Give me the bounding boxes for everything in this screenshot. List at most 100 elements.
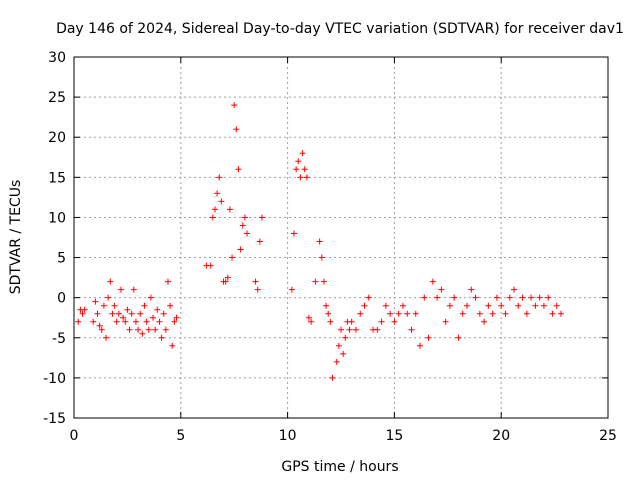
data-point: [233, 126, 240, 133]
data-point: [316, 238, 323, 245]
data-point: [130, 286, 137, 293]
data-point: [361, 302, 368, 309]
data-point: [468, 286, 475, 293]
data-point: [489, 310, 496, 317]
data-point: [103, 334, 110, 341]
data-point: [446, 302, 453, 309]
y-tick-label: 10: [48, 210, 66, 226]
x-tick-label: 5: [176, 428, 185, 444]
data-point: [425, 334, 432, 341]
gridlines: [74, 57, 608, 418]
data-point: [258, 214, 265, 221]
data-point: [382, 302, 389, 309]
data-point: [96, 322, 103, 329]
data-point: [485, 302, 492, 309]
data-point: [338, 326, 344, 333]
data-point: [303, 174, 310, 181]
data-point: [459, 310, 466, 317]
y-tick-label: -5: [52, 331, 66, 347]
data-point: [226, 206, 233, 213]
data-point: [169, 342, 176, 349]
data-point: [154, 306, 161, 313]
data-point: [171, 318, 178, 325]
data-point: [348, 318, 355, 325]
data-point: [288, 286, 295, 293]
data-point: [126, 326, 133, 333]
data-point: [399, 302, 406, 309]
data-point: [540, 302, 547, 309]
data-point: [374, 326, 381, 333]
data-point: [214, 190, 221, 197]
data-point: [100, 302, 107, 309]
data-point: [141, 302, 148, 309]
y-tick-label: 20: [48, 130, 66, 146]
data-point: [404, 310, 411, 317]
data-point: [120, 314, 127, 321]
data-point: [421, 294, 428, 301]
data-point: [333, 358, 340, 365]
data-point: [536, 294, 543, 301]
data-point: [143, 318, 150, 325]
data-point: [464, 302, 471, 309]
data-point: [256, 238, 263, 245]
data-point: [122, 318, 129, 325]
data-point: [442, 318, 449, 325]
data-point: [511, 286, 518, 293]
data-point: [252, 278, 259, 285]
data-point: [346, 326, 353, 333]
data-point: [156, 318, 163, 325]
data-point: [98, 326, 105, 333]
data-point: [222, 278, 229, 285]
data-point: [132, 318, 139, 325]
data-point: [299, 150, 306, 157]
data-point: [115, 310, 122, 317]
data-point: [493, 294, 500, 301]
data-point: [352, 326, 359, 333]
data-point: [124, 306, 131, 313]
data-point: [558, 310, 565, 317]
data-point: [293, 166, 300, 173]
x-tick-label: 10: [279, 428, 297, 444]
data-point: [139, 330, 146, 337]
data-point: [90, 318, 97, 325]
data-point: [498, 302, 505, 309]
data-point: [75, 318, 82, 325]
data-point: [137, 310, 144, 317]
data-point: [111, 302, 118, 309]
data-point: [325, 310, 332, 317]
data-point: [218, 198, 225, 205]
data-point: [329, 374, 336, 381]
data-point: [455, 334, 462, 341]
data-point: [519, 294, 526, 301]
plot-frame: [73, 56, 609, 419]
data-point: [308, 318, 315, 325]
data-point: [117, 286, 124, 293]
data-point: [412, 310, 419, 317]
data-point: [107, 278, 114, 285]
data-point: [523, 310, 530, 317]
x-tick-label: 25: [599, 428, 617, 444]
data-point: [229, 254, 236, 261]
data-point: [305, 314, 312, 321]
data-point: [391, 318, 398, 325]
data-points: [75, 102, 565, 381]
y-tick-label: 25: [48, 90, 66, 106]
data-point: [224, 274, 231, 281]
data-point: [327, 318, 334, 325]
data-point: [312, 278, 319, 285]
data-point: [502, 310, 509, 317]
data-point: [301, 166, 308, 173]
data-point: [113, 318, 120, 325]
data-point: [241, 214, 248, 221]
data-point: [323, 302, 330, 309]
data-point: [167, 302, 174, 309]
data-point: [128, 310, 135, 317]
data-point: [147, 294, 154, 301]
data-point: [357, 310, 364, 317]
data-point: [94, 310, 101, 317]
data-point: [438, 286, 445, 293]
y-tick-label: 30: [48, 50, 66, 66]
chart-title: Day 146 of 2024, Sidereal Day-to-day VTE…: [56, 21, 624, 37]
data-point: [528, 294, 535, 301]
